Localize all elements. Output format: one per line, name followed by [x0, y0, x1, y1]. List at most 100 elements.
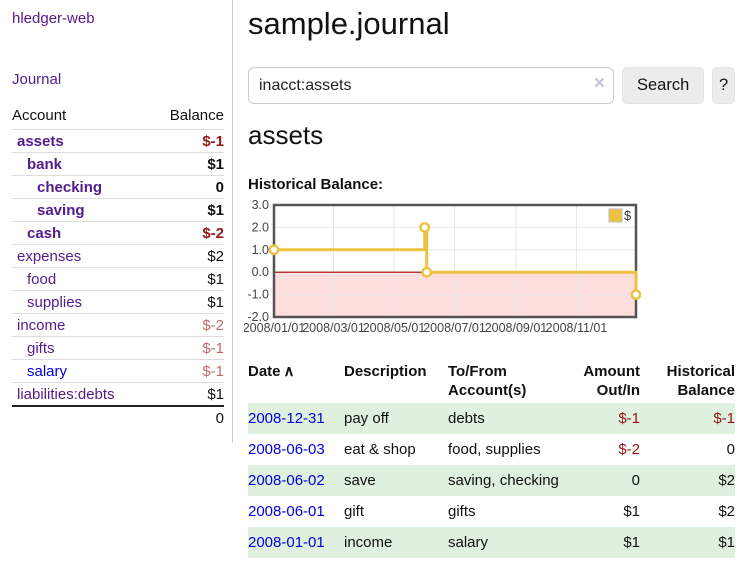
x-tick-label: 2008/01/01 [244, 321, 305, 335]
app-title-link[interactable]: hledger-web [12, 10, 95, 27]
tx-description-cell: save [344, 472, 376, 489]
transaction-row: 2008-06-02 save saving, checking 0 $2 [248, 465, 735, 496]
account-row: bank $1 [12, 152, 224, 176]
account-balance: $2 [207, 247, 224, 265]
account-link-supplies[interactable]: supplies [27, 293, 83, 311]
account-balance: $-1 [202, 132, 224, 150]
accounts-header-account: Account [12, 107, 67, 124]
account-link-food[interactable]: food [27, 270, 57, 288]
account-link-checking[interactable]: checking [37, 178, 103, 196]
tx-accounts-cell: gifts [448, 503, 476, 520]
tx-date-cell: 2008-06-01 [248, 496, 344, 527]
y-tick-label: 0.0 [252, 265, 269, 279]
account-link-gifts[interactable]: gifts [27, 339, 55, 357]
account-link-saving[interactable]: saving [37, 201, 85, 219]
account-row: food $1 [12, 267, 224, 291]
account-row: liabilities:debts $1 [12, 382, 224, 407]
account-row: salary $-1 [12, 359, 224, 383]
account-row: checking 0 [12, 175, 224, 199]
x-tick-label: 2008/05/01 [363, 321, 426, 335]
account-name-cell: gifts [12, 337, 151, 360]
account-balance: $-2 [202, 224, 224, 242]
account-name-cell: cash [12, 222, 151, 245]
y-tick-label: -2.0 [247, 310, 269, 324]
y-tick-label: -1.0 [247, 288, 269, 302]
accounts-total-value: 0 [150, 405, 224, 430]
transaction-date-link[interactable]: 2008-01-01 [248, 534, 325, 551]
search-input[interactable] [248, 67, 614, 104]
tx-header-date[interactable]: Date ∧ [248, 359, 344, 403]
account-name-cell: saving [12, 199, 151, 222]
help-button[interactable]: ? [712, 67, 735, 104]
account-name-cell: checking [12, 176, 151, 199]
transaction-row: 2008-01-01 income salary $1 $1 [248, 527, 735, 558]
account-link-salary[interactable]: salary [27, 362, 68, 380]
account-row: assets $-1 [12, 129, 224, 153]
tx-accounts-cell: salary [448, 534, 489, 551]
account-row: cash $-2 [12, 221, 224, 245]
x-tick-label: 2008/11/01 [546, 321, 608, 335]
transaction-row: 2008-12-31 pay off debts $-1 $-1 [248, 403, 735, 434]
tx-header-date-label: Date [248, 363, 281, 380]
transactions-table: Date ∧ Description To/From Account(s) Amo… [248, 359, 735, 558]
account-name-cell: income [12, 314, 151, 337]
transaction-date-link[interactable]: 2008-06-01 [248, 503, 325, 520]
y-tick-label: 2.0 [252, 220, 269, 234]
tx-description-cell: income [344, 534, 393, 551]
tx-date-cell: 2008-12-31 [248, 403, 344, 434]
account-row: supplies $1 [12, 290, 224, 314]
account-row: saving $1 [12, 198, 224, 222]
tx-balance-cell: 0 [726, 441, 735, 458]
account-link-assets[interactable]: assets [17, 132, 64, 150]
accounts-header-balance: Balance [169, 107, 224, 124]
tx-balance-cell: $2 [718, 503, 735, 520]
tx-date-cell: 2008-06-03 [248, 434, 344, 465]
account-name-cell: bank [12, 153, 151, 176]
x-tick-label: 2008/09/01 [485, 321, 548, 335]
account-link-liabilities-debts[interactable]: liabilities:debts [17, 385, 115, 403]
account-balance: $1 [207, 270, 224, 288]
account-heading: assets [248, 120, 324, 150]
sort-ascending-icon: ∧ [283, 363, 295, 380]
transaction-date-link[interactable]: 2008-06-02 [248, 472, 325, 489]
account-balance: $1 [207, 385, 224, 403]
account-name-cell: salary [12, 360, 151, 383]
account-name-cell: food [12, 268, 151, 291]
x-tick-label: 2008/03/01 [302, 321, 365, 335]
account-link-cash[interactable]: cash [27, 224, 62, 242]
accounts-table: Account Balance assets $-1 bank $1 checking 0… [12, 103, 224, 430]
accounts-total-row: 0 [12, 405, 224, 430]
tx-accounts-cell: debts [448, 410, 485, 427]
tx-amount-cell: 0 [631, 472, 640, 489]
account-name-cell: assets [12, 130, 151, 153]
clear-search-icon[interactable]: × [593, 73, 605, 94]
account-balance: $-2 [202, 316, 224, 334]
historical-balance-chart: $3.0 2.0 1.0 0.0 -1.0 -2.02008/01/012008/03/0… [244, 200, 641, 335]
tx-accounts-cell: food, supplies [448, 441, 541, 458]
page-title: sample.journal [248, 6, 450, 41]
tx-description-cell: eat & shop [344, 441, 416, 458]
tx-balance-cell: $2 [718, 472, 735, 489]
tx-header-accounts: To/From Account(s) [448, 363, 527, 399]
sidebar-item-journal[interactable]: Journal [12, 71, 62, 88]
account-balance: 0 [215, 178, 224, 196]
tx-description-cell: pay off [344, 410, 389, 427]
account-link-expenses[interactable]: expenses [17, 247, 82, 265]
tx-accounts-cell: saving, checking [448, 472, 559, 489]
transaction-date-link[interactable]: 2008-12-31 [248, 410, 325, 427]
account-balance: $1 [207, 155, 224, 173]
sidebar: hledger-web Journal Account Balance asse… [0, 0, 233, 443]
tx-balance-cell: $1 [718, 534, 735, 551]
tx-header-balance: Historical Balance [666, 363, 735, 399]
search-button[interactable]: Search [622, 67, 705, 104]
transaction-date-link[interactable]: 2008-06-03 [248, 441, 325, 458]
transactions-header-row: Date ∧ Description To/From Account(s) Amo… [248, 359, 735, 403]
account-row: expenses $2 [12, 244, 224, 268]
search-box: × [248, 67, 614, 104]
tx-header-amount: Amount Out/In [583, 363, 640, 399]
account-link-bank[interactable]: bank [27, 155, 63, 173]
x-tick-label: 2008/07/01 [423, 321, 486, 335]
account-link-income[interactable]: income [17, 316, 66, 334]
y-tick-label: 3.0 [252, 200, 269, 212]
tx-description-cell: gift [344, 503, 365, 520]
